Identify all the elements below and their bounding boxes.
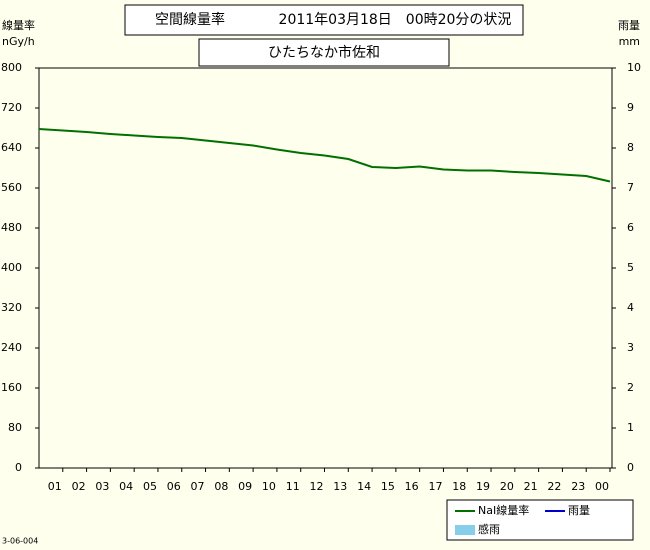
chart-subtitle: 2011年03月18日 00時20分の状況 xyxy=(279,12,512,28)
y-axis-unit: nGy/h xyxy=(2,35,35,48)
legend-label: 雨量 xyxy=(568,504,590,517)
x-tick-label: 17 xyxy=(428,480,442,493)
x-tick-label: 13 xyxy=(333,480,347,493)
y2-tick-label: 6 xyxy=(627,221,634,234)
y-tick-label: 480 xyxy=(1,221,22,234)
title-box xyxy=(124,4,524,36)
x-tick-label: 20 xyxy=(500,480,514,493)
x-tick-label: 16 xyxy=(405,480,419,493)
x-tick-label: 00 xyxy=(595,480,609,493)
x-tick-label: 01 xyxy=(48,480,62,493)
y-tick-label: 80 xyxy=(8,421,22,434)
series-line xyxy=(38,128,611,183)
x-tick-label: 04 xyxy=(119,480,133,493)
legend-label: NaI線量率 xyxy=(478,503,529,517)
y-tick-label: 560 xyxy=(1,181,22,194)
y-tick-label: 720 xyxy=(1,101,22,114)
location-box xyxy=(198,38,450,67)
y2-tick-label: 2 xyxy=(627,381,634,394)
y-axis-label: 線量率 xyxy=(2,18,35,32)
x-tick-label: 10 xyxy=(262,480,276,493)
x-tick-label: 21 xyxy=(524,480,538,493)
y2-tick-label: 3 xyxy=(627,341,634,354)
location: ひたちなか市佐和 xyxy=(268,44,380,61)
y2-tick-label: 4 xyxy=(627,301,634,314)
legend-label: 感雨 xyxy=(478,523,500,536)
x-tick-label: 05 xyxy=(143,480,157,493)
x-tick-label: 15 xyxy=(381,480,395,493)
x-tick-label: 08 xyxy=(214,480,228,493)
y-tick-label: 800 xyxy=(1,61,22,74)
y-tick-label: 240 xyxy=(1,341,22,354)
legend-swatch xyxy=(455,525,475,535)
y2-tick-label: 0 xyxy=(627,461,634,474)
y-tick-label: 640 xyxy=(1,141,22,154)
x-tick-label: 07 xyxy=(191,480,205,493)
x-tick-label: 03 xyxy=(95,480,109,493)
y2-tick-label: 8 xyxy=(627,141,634,154)
x-tick-label: 14 xyxy=(357,480,371,493)
legend xyxy=(446,499,634,541)
y-tick-label: 160 xyxy=(1,381,22,394)
x-tick-label: 22 xyxy=(547,480,561,493)
footer: 3-06-004 xyxy=(2,537,38,546)
y2-tick-label: 10 xyxy=(627,61,641,74)
x-tick-label: 09 xyxy=(238,480,252,493)
plot-frame xyxy=(38,67,613,469)
x-tick-label: 23 xyxy=(571,480,585,493)
y2-tick-label: 7 xyxy=(627,181,634,194)
y2-tick-label: 5 xyxy=(627,261,634,274)
x-tick-label: 02 xyxy=(72,480,86,493)
y2-tick-label: 1 xyxy=(627,421,634,434)
x-tick-label: 12 xyxy=(310,480,324,493)
x-tick-label: 18 xyxy=(452,480,466,493)
y-tick-label: 320 xyxy=(1,301,22,314)
y2-axis-unit: mm xyxy=(619,35,640,48)
x-tick-label: 19 xyxy=(476,480,490,493)
x-tick-label: 11 xyxy=(286,480,300,493)
y-tick-label: 400 xyxy=(1,261,22,274)
x-tick-label: 06 xyxy=(167,480,181,493)
y-tick-label: 0 xyxy=(15,461,22,474)
y2-tick-label: 9 xyxy=(627,101,634,114)
chart-title: 空間線量率 xyxy=(155,11,225,28)
y2-axis-label: 雨量 xyxy=(618,19,640,32)
